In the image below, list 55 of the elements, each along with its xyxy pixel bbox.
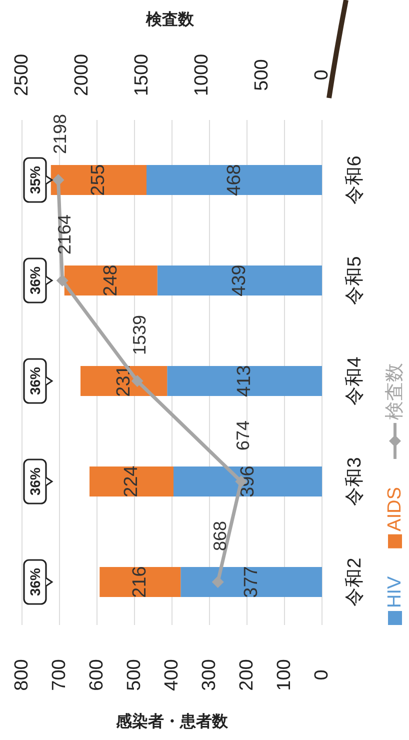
x-tick-label: 800 [12,659,32,691]
x2-axis-title: 検査数 [145,10,195,28]
point [131,375,144,387]
x-tick-label: 400 [162,659,182,691]
y-tick-label: 令和6 [344,156,366,204]
annotation: 36% [27,466,43,496]
annotation: 36% [27,266,43,295]
data-label: 377 [240,566,262,598]
x2-tick-label: 1000 [192,54,212,96]
y-tick-label: 令和5 [344,256,366,305]
x-tick-label: 700 [49,659,70,691]
data-label: 248 [100,264,122,296]
bar [157,266,322,296]
x-tick-label: 500 [124,659,145,691]
point [212,576,224,588]
x-tick-label: 0 [312,670,332,680]
bar [50,165,146,195]
y-tick-label: 令和2 [344,558,366,606]
data-label: 439 [229,264,250,296]
x2-tick-label: 1500 [132,54,152,96]
data-label: 674 [233,420,254,451]
data-label: 224 [121,465,142,498]
data-label: 216 [130,566,151,598]
x-tick-label: 100 [274,659,295,691]
bar [167,366,322,396]
point [52,174,64,186]
bar [146,165,322,195]
bar [90,466,174,496]
legend: HIV AIDS 検査数 [384,362,406,625]
x-tick-label: 200 [236,659,258,691]
x-tick-label: 300 [199,659,220,691]
data-label: 468 [224,164,245,196]
y-tick-label: 令和3 [344,457,366,506]
annotation: 36% [27,567,43,596]
annotation: 35% [27,165,43,194]
bar [174,466,322,496]
data-label: 1539 [129,314,150,356]
x2-tick-label: 500 [252,59,272,91]
bar [80,366,168,396]
y-tick-label: 令和4 [344,356,366,406]
data-label: 255 [88,164,110,196]
x2-tick-label: 0 [312,70,332,80]
bar [64,266,158,296]
bar [100,567,181,597]
x-tick-label: 600 [86,659,108,691]
x2-tick-label: 2000 [72,54,92,96]
point [56,274,68,286]
data-label: 2164 [54,214,74,255]
x-axis-title: 感染者・患者数 [115,712,229,730]
data-label: 2198 [50,114,70,154]
annotation: 36% [27,366,43,396]
bar [180,567,322,597]
data-label: 413 [234,365,256,397]
data-label: 868 [210,520,230,552]
x2-tick-label: 2500 [12,54,32,96]
